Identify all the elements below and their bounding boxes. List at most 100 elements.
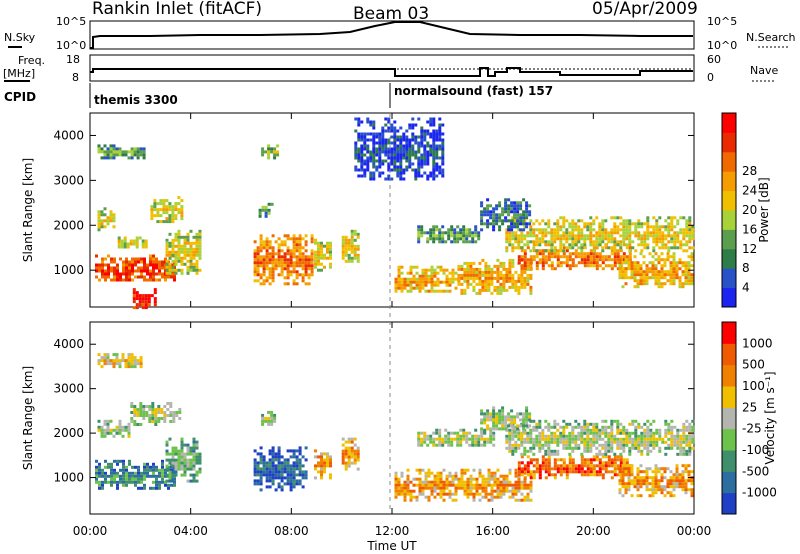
data-cell [403, 286, 407, 290]
data-cell [511, 492, 515, 496]
data-cell [493, 495, 497, 499]
data-cell [268, 452, 272, 456]
data-cell [163, 405, 167, 408]
data-cell [639, 276, 643, 280]
data-cell [580, 437, 584, 441]
data-cell [544, 240, 548, 244]
data-cell [550, 252, 554, 256]
data-cell [158, 480, 161, 484]
data-cell [639, 485, 643, 489]
colorbar-tick-label: -1000 [742, 486, 777, 500]
data-cell [406, 289, 410, 293]
data-cell [691, 428, 695, 432]
data-cell [676, 434, 680, 438]
data-cell [663, 488, 667, 492]
data-cell [642, 470, 646, 474]
data-cell [393, 135, 397, 139]
data-cell [430, 283, 434, 287]
data-cell [353, 229, 357, 233]
data-cell [286, 249, 290, 253]
data-cell [151, 402, 155, 405]
data-cell [140, 477, 143, 481]
data-cell [155, 263, 158, 267]
data-cell [660, 276, 664, 280]
data-cell [589, 261, 593, 265]
data-cell [474, 440, 478, 444]
data-cell [357, 174, 361, 178]
data-cell [444, 240, 448, 244]
data-cell [418, 280, 422, 284]
data-cell [393, 153, 397, 157]
data-cell [183, 235, 187, 239]
data-cell [604, 264, 608, 268]
cpid-label: CPID [4, 90, 36, 104]
data-cell [399, 156, 403, 160]
data-cell [622, 243, 626, 247]
data-cell [516, 219, 520, 223]
data-cell [394, 289, 398, 293]
data-cell [595, 231, 599, 235]
data-cell [631, 422, 635, 426]
data-cell [158, 471, 161, 475]
data-cell [493, 489, 497, 493]
data-cell [310, 261, 314, 265]
data-cell [607, 440, 611, 444]
data-cell [487, 285, 491, 289]
data-cell [514, 492, 518, 496]
data-cell [405, 129, 409, 133]
data-cell [618, 264, 622, 268]
data-cell [262, 270, 266, 274]
data-cell [438, 123, 442, 127]
data-cell [505, 288, 509, 292]
data-cell [134, 471, 137, 475]
data-cell [393, 141, 397, 145]
data-cell [498, 427, 502, 431]
data-cell [628, 446, 632, 450]
data-cell [130, 420, 134, 423]
data-cell [577, 425, 581, 429]
freq-panel: Freq. [MHz] 18 8 60 0 Nave [3, 53, 778, 84]
data-cell [169, 414, 173, 417]
data-cell [317, 455, 320, 459]
data-cell [664, 419, 668, 423]
data-cell [310, 249, 314, 253]
data-cell [571, 434, 575, 438]
data-cell [127, 359, 131, 363]
data-cell [685, 219, 689, 223]
data-cell [412, 495, 416, 499]
data-cell [186, 265, 190, 269]
data-cell [350, 446, 354, 450]
data-cell [448, 495, 452, 499]
data-cell [417, 225, 421, 229]
data-cell [320, 452, 323, 456]
data-cell [541, 261, 545, 265]
data-cell [412, 280, 416, 284]
data-cell [639, 273, 643, 277]
data-cell [409, 280, 413, 284]
data-cell [307, 273, 311, 277]
data-cell [417, 159, 421, 163]
data-cell [409, 268, 413, 272]
data-cell [130, 353, 134, 357]
data-cell [394, 474, 398, 478]
data-cell [418, 289, 422, 293]
colorbar-swatch [722, 450, 736, 472]
data-cell [106, 216, 110, 220]
data-cell [400, 280, 404, 284]
data-cell [372, 153, 376, 157]
data-cell [541, 258, 545, 262]
data-cell [421, 489, 425, 493]
data-cell [397, 268, 401, 272]
data-cell [366, 147, 370, 151]
data-cell [259, 455, 263, 459]
data-cell [421, 274, 425, 278]
data-cell [276, 150, 280, 154]
data-cell [140, 480, 143, 484]
data-cell [654, 491, 658, 495]
data-cell [610, 476, 614, 480]
data-cell [177, 452, 181, 456]
data-cell [198, 238, 202, 242]
data-cell [511, 486, 515, 490]
data-cell [135, 291, 139, 295]
data-cell [301, 252, 305, 256]
